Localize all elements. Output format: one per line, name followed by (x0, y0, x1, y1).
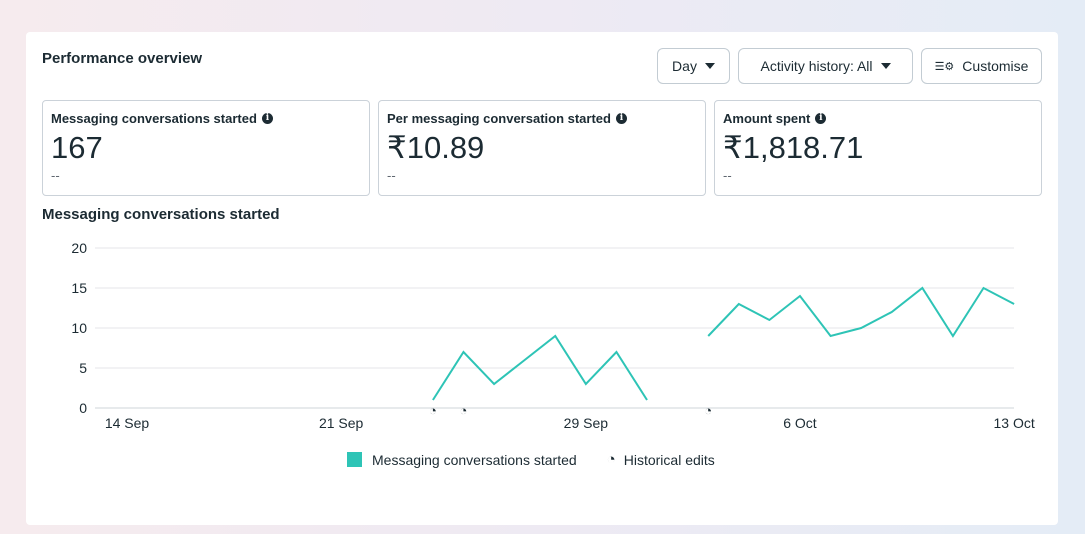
metric-label: Messaging conversations started (51, 111, 257, 126)
customise-button[interactable]: ☰⚙ Customise (921, 48, 1042, 84)
info-icon[interactable]: i (615, 113, 627, 124)
metric-value: ₹1,818.71 (723, 130, 864, 165)
y-tick-label: 5 (79, 360, 87, 376)
x-tick-label: 6 Oct (783, 415, 817, 431)
series-line (707, 286, 1015, 338)
y-tick-label: 15 (71, 280, 87, 296)
metric-value: 167 (51, 130, 103, 165)
chart-legend: Messaging conversations started ◔ Histor… (347, 451, 715, 468)
activity-label: Activity history: All (760, 58, 873, 74)
x-tick-label: 29 Sep (564, 415, 609, 431)
customise-icon: ☰⚙ (934, 60, 955, 73)
x-tick-label: 13 Oct (993, 415, 1034, 431)
y-tick-label: 10 (71, 320, 87, 336)
info-icon[interactable]: i (261, 113, 273, 124)
legend-edits-label: Historical edits (623, 451, 715, 468)
caret-down-icon (880, 63, 891, 69)
historical-edits-icon: ◔ (606, 451, 616, 468)
x-tick-label: 14 Sep (105, 415, 150, 431)
y-tick-label: 20 (71, 240, 87, 256)
y-tick-label: 0 (79, 400, 87, 416)
performance-card (26, 32, 1058, 525)
metric-card-amount-spent[interactable]: Amount spent i ₹1,818.71 -- (714, 100, 1042, 196)
metric-value: ₹10.89 (387, 130, 485, 165)
day-dropdown[interactable]: Day (657, 48, 730, 84)
series-line (432, 334, 648, 401)
activity-history-dropdown[interactable]: Activity history: All (738, 48, 913, 84)
metric-label: Per messaging conversation started (387, 111, 611, 126)
x-tick-label: 21 Sep (319, 415, 364, 431)
metric-comparison: -- (723, 168, 732, 183)
info-icon[interactable]: i (815, 113, 827, 124)
caret-down-icon (704, 63, 715, 69)
legend-swatch (347, 452, 362, 467)
metric-comparison: -- (51, 168, 60, 183)
page-title: Performance overview (42, 50, 203, 67)
metric-card-cost-per-conversation[interactable]: Per messaging conversation started i ₹10.… (378, 100, 706, 196)
day-label: Day (672, 58, 697, 74)
metric-comparison: -- (387, 168, 396, 183)
legend-series-label: Messaging conversations started (372, 451, 577, 468)
historical-edit-icon: ◔ (460, 403, 468, 418)
historical-edit-icon: ◔ (704, 403, 712, 418)
metric-label: Amount spent (723, 111, 811, 126)
historical-edit-icon: ◔ (429, 403, 437, 418)
customise-label: Customise (962, 58, 1029, 74)
chart-title: Messaging conversations started (42, 206, 280, 223)
metric-card-conversations[interactable]: Messaging conversations started i 167 -- (42, 100, 370, 196)
